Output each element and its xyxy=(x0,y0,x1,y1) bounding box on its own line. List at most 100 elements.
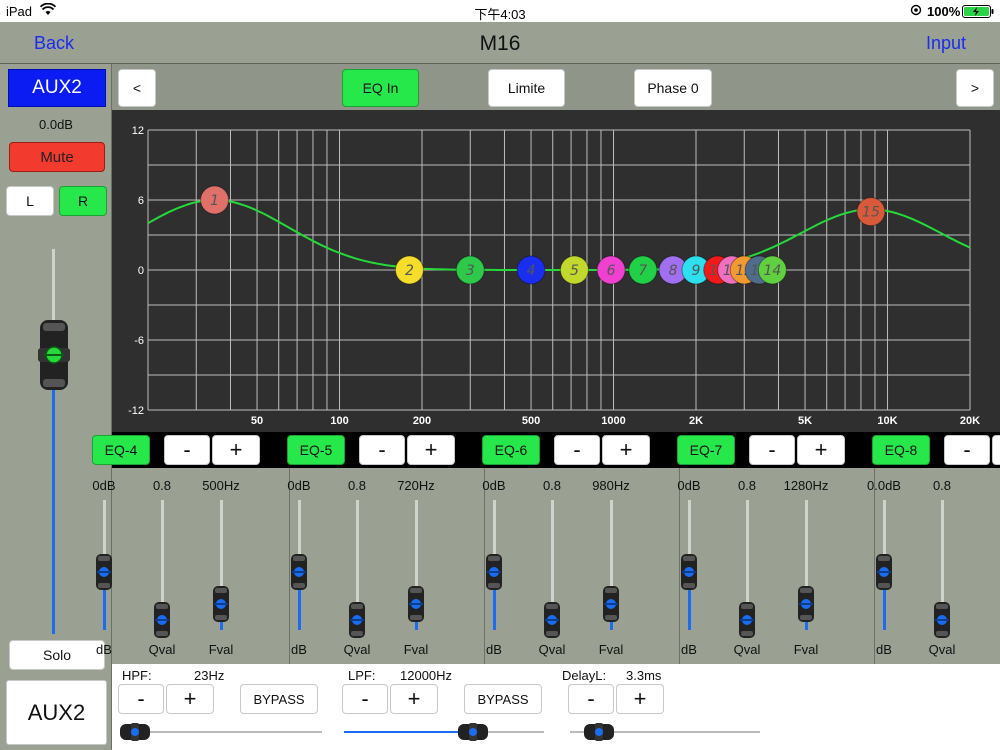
eq-node-circle[interactable] xyxy=(628,255,658,285)
y-tick-label: -12 xyxy=(128,405,144,417)
eq-node-2[interactable]: 2 xyxy=(394,255,424,285)
eq-q-slider-track[interactable] xyxy=(551,500,554,620)
input-button[interactable]: Input xyxy=(926,33,967,53)
channel-name-button[interactable]: AUX2 xyxy=(8,69,106,107)
eq-q-slider-knob[interactable] xyxy=(154,601,170,643)
lpf-bypass-button[interactable]: BYPASS xyxy=(464,684,542,714)
eq-q-slider-knob[interactable] xyxy=(934,601,950,643)
eq-node-3[interactable]: 3 xyxy=(455,255,485,285)
status-bar: iPad 下午4:03 100% xyxy=(0,0,1000,22)
next-button[interactable]: > xyxy=(956,69,994,107)
eq-node-15[interactable]: 15 xyxy=(856,197,886,227)
eq-q-slider-knob[interactable] xyxy=(739,601,755,643)
eq-band-6-plus-button[interactable]: + xyxy=(602,435,650,465)
eq-node-1[interactable]: 1 xyxy=(200,185,230,215)
eq-freq-slider-knob[interactable] xyxy=(408,586,424,627)
back-button[interactable]: Back xyxy=(34,33,75,53)
eq-node-circle[interactable] xyxy=(455,255,485,285)
eq-q-slider-track[interactable] xyxy=(941,500,944,620)
channel-footer-name[interactable]: AUX2 xyxy=(6,680,107,745)
eq-node-circle[interactable] xyxy=(856,197,886,227)
lpf-minus-button[interactable]: - xyxy=(342,684,388,714)
eq-band-8-button[interactable]: EQ-8 xyxy=(872,435,930,465)
eq-band-8-minus-button[interactable]: - xyxy=(944,435,990,465)
eq-in-button[interactable]: EQ In xyxy=(342,69,419,107)
hpf-slider-track[interactable] xyxy=(122,731,322,733)
eq-db-slider-knob[interactable] xyxy=(486,553,502,595)
eq-db-slider-knob[interactable] xyxy=(291,553,307,595)
eq-band-8-plus-button[interactable]: + xyxy=(992,435,1000,465)
eq-freq-slider-knob[interactable] xyxy=(798,586,814,627)
eq-node-circle[interactable] xyxy=(200,185,230,215)
eq-q-slider-track[interactable] xyxy=(356,500,359,620)
eq-band-4-button[interactable]: EQ-4 xyxy=(92,435,150,465)
eq-freq-slider-track[interactable] xyxy=(805,500,808,604)
eq-band-6-minus-button[interactable]: - xyxy=(554,435,600,465)
channel-fader-track[interactable] xyxy=(52,349,55,634)
hpf-minus-button[interactable]: - xyxy=(118,684,164,714)
eq-freq-slider-knob[interactable] xyxy=(603,586,619,627)
eq-node-circle[interactable] xyxy=(757,255,787,285)
eq-db-slider-track[interactable] xyxy=(688,500,691,572)
eq-db-slider-track[interactable] xyxy=(493,500,496,572)
battery-percent: 100% xyxy=(927,4,961,19)
phase-button[interactable]: Phase 0 xyxy=(634,69,712,107)
eq-db-slider-fill xyxy=(493,571,496,630)
hpf-slider-knob[interactable] xyxy=(120,723,150,746)
eq-freq-value: 980Hz xyxy=(592,478,630,493)
limite-button[interactable]: Limite xyxy=(488,69,565,107)
hpf-bypass-button[interactable]: BYPASS xyxy=(240,684,318,714)
eq-db-slider-knob[interactable] xyxy=(96,553,112,595)
eq-q-slider-knob[interactable] xyxy=(349,601,365,643)
eq-node-circle[interactable] xyxy=(596,255,626,285)
eq-q-slider-knob[interactable] xyxy=(544,601,560,643)
delay-plus-button[interactable]: + xyxy=(616,684,664,714)
eq-node-circle[interactable] xyxy=(394,255,424,285)
eq-band-6-button[interactable]: EQ-6 xyxy=(482,435,540,465)
eq-band-5-minus-button[interactable]: - xyxy=(359,435,405,465)
eq-node-4[interactable]: 4 xyxy=(516,255,546,285)
mute-button[interactable]: Mute xyxy=(9,142,105,172)
eq-q-slider-track[interactable] xyxy=(746,500,749,620)
eq-node-circle[interactable] xyxy=(559,255,589,285)
left-button[interactable]: L xyxy=(6,186,54,216)
eq-band-4-plus-button[interactable]: + xyxy=(212,435,260,465)
lpf-label: LPF: xyxy=(348,668,376,683)
eq-band-7-plus-button[interactable]: + xyxy=(797,435,845,465)
prev-button[interactable]: < xyxy=(118,69,156,107)
eq-db-slider-knob[interactable] xyxy=(876,553,892,595)
eq-band-7-button[interactable]: EQ-7 xyxy=(677,435,735,465)
eq-db-slider-knob[interactable] xyxy=(681,553,697,595)
delay-slider-track[interactable] xyxy=(570,731,760,733)
lpf-slider-knob[interactable] xyxy=(458,723,488,746)
eq-freq-slider-track[interactable] xyxy=(415,500,418,604)
delay-minus-button[interactable]: - xyxy=(568,684,614,714)
eq-db-slider-track[interactable] xyxy=(103,500,106,572)
lpf-plus-button[interactable]: + xyxy=(390,684,438,714)
eq-db-slider-track[interactable] xyxy=(298,500,301,572)
eq-freq-slider-knob[interactable] xyxy=(213,586,229,627)
right-button[interactable]: R xyxy=(59,186,107,216)
eq-band-4-minus-button[interactable]: - xyxy=(164,435,210,465)
solo-button[interactable]: Solo xyxy=(9,640,105,670)
hpf-plus-button[interactable]: + xyxy=(166,684,214,714)
eq-db-label: dB xyxy=(681,642,697,657)
eq-node-5[interactable]: 5 xyxy=(559,255,589,285)
eq-db-slider-track[interactable] xyxy=(883,500,886,572)
lpf-slider-track-rest xyxy=(464,731,544,733)
eq-band-5-plus-button[interactable]: + xyxy=(407,435,455,465)
eq-band-5-button[interactable]: EQ-5 xyxy=(287,435,345,465)
delay-slider-knob[interactable] xyxy=(584,723,614,746)
lpf-slider-track[interactable] xyxy=(344,731,464,733)
eq-freq-slider-track[interactable] xyxy=(220,500,223,604)
eq-node-6[interactable]: 6 xyxy=(596,255,626,285)
channel-fader-knob[interactable] xyxy=(38,320,70,395)
eq-node-14[interactable]: 14 xyxy=(757,255,787,285)
eq-node-7[interactable]: 7 xyxy=(628,255,658,285)
eq-band-7-minus-button[interactable]: - xyxy=(749,435,795,465)
eq-q-slider-track[interactable] xyxy=(161,500,164,620)
eq-node-circle[interactable] xyxy=(516,255,546,285)
eq-freq-slider-track[interactable] xyxy=(610,500,613,604)
